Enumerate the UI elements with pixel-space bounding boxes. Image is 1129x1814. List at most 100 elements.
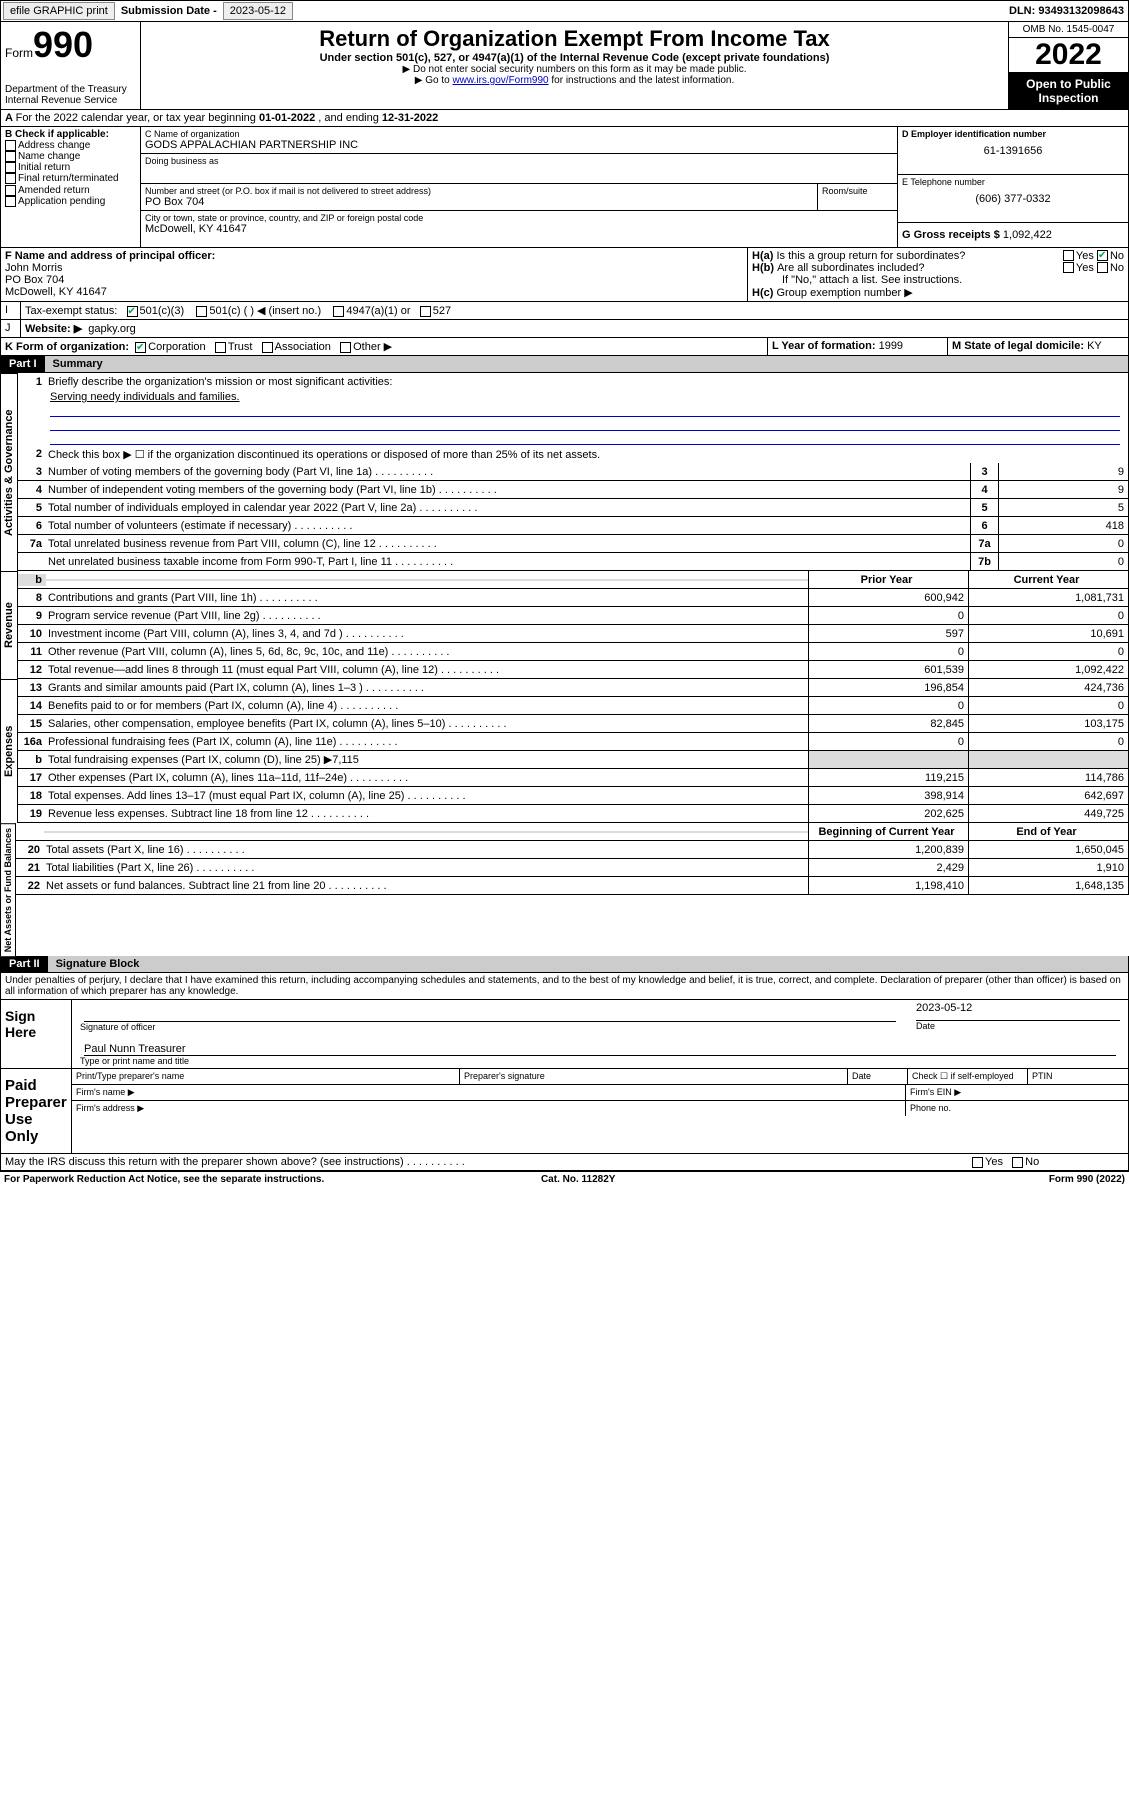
pp-phone-label: Phone no.: [906, 1101, 1128, 1116]
gov-line-7a: 7aTotal unrelated business revenue from …: [18, 535, 1129, 553]
officer-group-row: F Name and address of principal officer:…: [0, 248, 1129, 302]
discuss-yes[interactable]: [972, 1157, 983, 1168]
sig-officer-label: Signature of officer: [80, 1022, 900, 1032]
hb-no[interactable]: [1097, 262, 1108, 273]
cb-name-change[interactable]: Name change: [5, 151, 136, 162]
line-20: 20Total assets (Part X, line 16)1,200,83…: [16, 841, 1129, 859]
gov-line-5: 5Total number of individuals employed in…: [18, 499, 1129, 517]
col-begin: Beginning of Current Year: [808, 823, 968, 840]
tax-status-label: Tax-exempt status:: [25, 305, 117, 317]
form-org-label: K Form of organization:: [5, 341, 129, 353]
sig-name-label: Type or print name and title: [80, 1056, 1120, 1066]
efile-button[interactable]: efile GRAPHIC print: [3, 2, 115, 20]
public-inspection: Open to Public Inspection: [1009, 73, 1128, 109]
website-label: Website: ▶: [25, 323, 82, 335]
paid-preparer-block: Paid Preparer Use Only Print/Type prepar…: [0, 1069, 1129, 1154]
submission-date[interactable]: 2023-05-12: [223, 2, 293, 20]
line-22: 22Net assets or fund balances. Subtract …: [16, 877, 1129, 895]
sign-here-label: Sign Here: [1, 1000, 71, 1068]
cb-501c[interactable]: [196, 306, 207, 317]
irs-link[interactable]: www.irs.gov/Form990: [452, 75, 548, 86]
ssn-note: ▶ Do not enter social security numbers o…: [145, 64, 1004, 75]
ein-label: D Employer identification number: [902, 129, 1124, 139]
gov-line-7b: Net unrelated business taxable income fr…: [18, 553, 1129, 571]
form-number: 990: [33, 24, 93, 65]
dept-treasury: Department of the Treasury: [5, 84, 136, 95]
line-21: 21Total liabilities (Part X, line 26)2,4…: [16, 859, 1129, 877]
line-15: 15Salaries, other compensation, employee…: [18, 715, 1129, 733]
pp-ptin-label: PTIN: [1028, 1069, 1128, 1084]
hb-yes[interactable]: [1063, 262, 1074, 273]
line-11: 11Other revenue (Part VIII, column (A), …: [18, 643, 1129, 661]
cb-other[interactable]: [340, 342, 351, 353]
cb-address-change[interactable]: Address change: [5, 140, 136, 151]
room-label: Room/suite: [817, 184, 897, 210]
cb-trust[interactable]: [215, 342, 226, 353]
col-current: Current Year: [968, 571, 1128, 588]
pp-selfemp[interactable]: Check ☐ if self-employed: [908, 1069, 1028, 1084]
line-9: 9Program service revenue (Part VIII, lin…: [18, 607, 1129, 625]
cb-4947[interactable]: [333, 306, 344, 317]
ha-yes[interactable]: [1063, 250, 1074, 261]
hb-label: Are all subordinates included?: [777, 262, 1063, 274]
officer-label: F Name and address of principal officer:: [5, 250, 743, 262]
col-end: End of Year: [968, 823, 1128, 840]
topbar: efile GRAPHIC print Submission Date - 20…: [0, 0, 1129, 22]
year-formation: 1999: [879, 340, 903, 352]
irs-label: Internal Revenue Service: [5, 95, 136, 106]
line-17: 17Other expenses (Part IX, column (A), l…: [18, 769, 1129, 787]
cb-app-pending[interactable]: Application pending: [5, 196, 136, 207]
dln: DLN: 93493132098643: [1009, 5, 1128, 17]
period-row: A For the 2022 calendar year, or tax yea…: [0, 110, 1129, 127]
cb-corp[interactable]: [135, 342, 146, 353]
cb-527[interactable]: [420, 306, 431, 317]
form-org-row: K Form of organization: Corporation Trus…: [0, 338, 1129, 356]
phone-label: E Telephone number: [902, 177, 1124, 187]
dba-label: Doing business as: [145, 156, 893, 166]
line-13: 13Grants and similar amounts paid (Part …: [18, 679, 1129, 697]
sign-here-block: Sign Here Signature of officer 2023-05-1…: [0, 1000, 1129, 1069]
sig-date-label: Date: [916, 1020, 1120, 1031]
ha-no[interactable]: [1097, 250, 1108, 261]
submission-label: Submission Date -: [117, 5, 221, 17]
discuss-label: May the IRS discuss this return with the…: [5, 1156, 404, 1168]
ein-value: 61-1391656: [902, 145, 1124, 157]
officer-name: John Morris: [5, 262, 743, 274]
org-name: GODS APPALACHIAN PARTNERSHIP INC: [145, 139, 893, 151]
cb-assoc[interactable]: [262, 342, 273, 353]
cb-amended-return[interactable]: Amended return: [5, 185, 136, 196]
col-prior: Prior Year: [808, 571, 968, 588]
pra-notice: For Paperwork Reduction Act Notice, see …: [4, 1174, 324, 1185]
line-b: bTotal fundraising expenses (Part IX, co…: [18, 751, 1129, 769]
hb-note: If "No," attach a list. See instructions…: [752, 274, 1124, 286]
gov-line-4: 4Number of independent voting members of…: [18, 481, 1129, 499]
q1-label: Briefly describe the organization's miss…: [46, 375, 1128, 389]
entity-block: B Check if applicable: Address change Na…: [0, 127, 1129, 248]
perjury-declaration: Under penalties of perjury, I declare th…: [0, 973, 1129, 1000]
officer-addr2: McDowell, KY 41647: [5, 286, 743, 298]
box-b-label: B Check if applicable:: [5, 129, 136, 140]
page-footer: For Paperwork Reduction Act Notice, see …: [0, 1171, 1129, 1187]
line-19: 19Revenue less expenses. Subtract line 1…: [18, 805, 1129, 823]
website-value: gapky.org: [88, 323, 136, 335]
cb-initial-return[interactable]: Initial return: [5, 162, 136, 173]
pp-addr-label: Firm's address ▶: [72, 1101, 906, 1116]
discuss-no[interactable]: [1012, 1157, 1023, 1168]
sig-date-value: 2023-05-12: [916, 1002, 1120, 1020]
side-netassets: Net Assets or Fund Balances: [0, 823, 16, 956]
side-expenses: Expenses: [0, 679, 18, 823]
cb-final-return[interactable]: Final return/terminated: [5, 173, 136, 184]
pp-sig-label: Preparer's signature: [460, 1069, 848, 1084]
cb-501c3[interactable]: [127, 306, 138, 317]
gov-line-6: 6Total number of volunteers (estimate if…: [18, 517, 1129, 535]
pp-name-label: Print/Type preparer's name: [72, 1069, 460, 1084]
form-header: Form990 Department of the Treasury Inter…: [0, 22, 1129, 110]
org-name-label: C Name of organization: [145, 129, 893, 139]
ha-label: Is this a group return for subordinates?: [776, 250, 1062, 262]
tax-status-row: I Tax-exempt status: 501(c)(3) 501(c) ( …: [0, 302, 1129, 320]
phone-value: (606) 377-0332: [902, 193, 1124, 205]
city-label: City or town, state or province, country…: [145, 213, 893, 223]
website-row: J Website: ▶ gapky.org: [0, 320, 1129, 338]
line-18: 18Total expenses. Add lines 13–17 (must …: [18, 787, 1129, 805]
line-8: 8Contributions and grants (Part VIII, li…: [18, 589, 1129, 607]
